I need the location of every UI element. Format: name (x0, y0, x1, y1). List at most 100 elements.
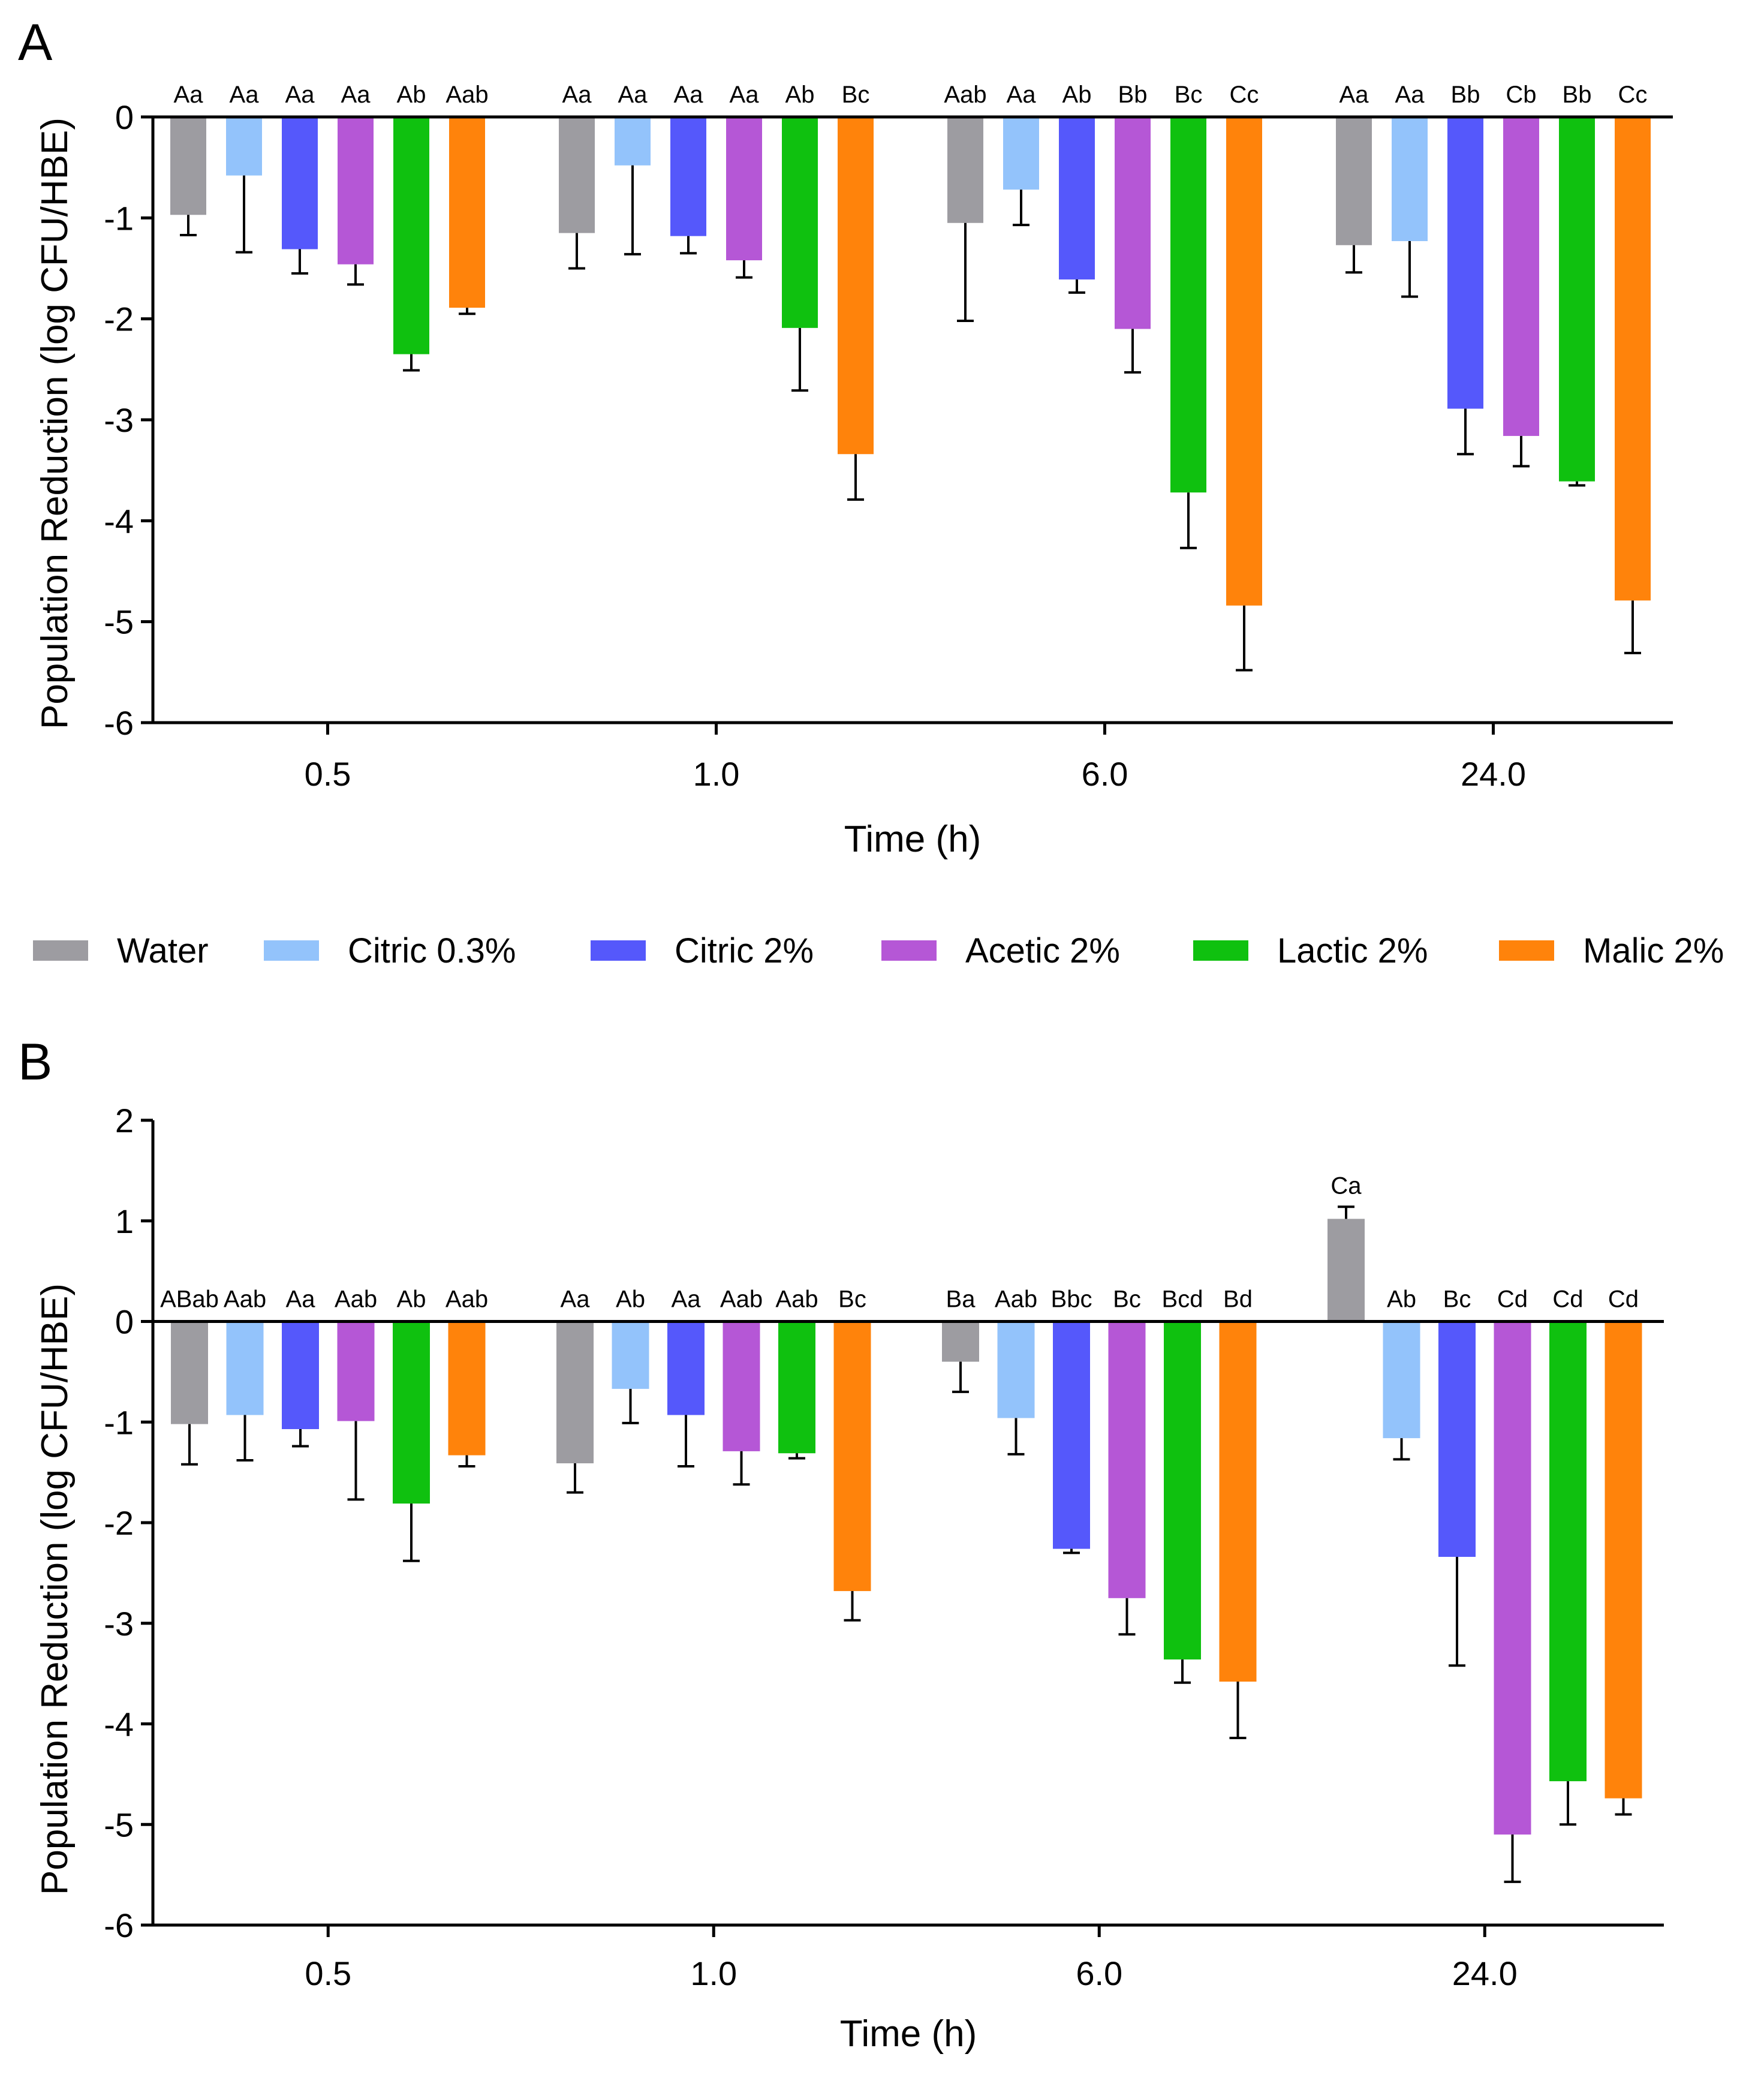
legend-label: Malic 2% (1583, 931, 1724, 970)
significance-label: Cd (1497, 1286, 1528, 1313)
bar (226, 1321, 264, 1415)
significance-label: Aa (174, 82, 204, 108)
bar (1219, 1321, 1257, 1682)
y-axis-title-b: Population Reduction (log CFU/HBE) (34, 1283, 76, 1895)
bar (942, 1321, 979, 1362)
significance-label: Bb (1118, 82, 1148, 108)
significance-label: Bb (1451, 82, 1480, 108)
bar (723, 1321, 760, 1451)
legend-swatch (264, 940, 319, 961)
bar (1164, 1321, 1201, 1660)
panel-letter-a: A (18, 14, 53, 71)
bar (1447, 117, 1483, 409)
significance-label: Aab (775, 1286, 818, 1313)
significance-label: Aab (445, 1286, 488, 1313)
bar (838, 117, 874, 455)
x-axis-title-b: Time (h) (840, 2013, 977, 2055)
y-axis-title-a: Population Reduction (log CFU/HBE) (34, 118, 76, 729)
bar (226, 117, 262, 176)
legend-swatch (881, 940, 937, 961)
bar (1503, 117, 1539, 436)
bar (559, 117, 595, 233)
bar (997, 1321, 1035, 1418)
x-tick-label: 6.0 (1082, 755, 1128, 793)
bar (1392, 117, 1428, 242)
significance-label: Aab (445, 82, 488, 108)
legend-swatch (1193, 940, 1248, 961)
bar (171, 1321, 208, 1424)
significance-label: Aab (995, 1286, 1037, 1313)
bar (615, 117, 651, 166)
significance-label: Cb (1506, 82, 1536, 108)
legend-label: Acetic 2% (965, 931, 1120, 970)
significance-label: Ab (397, 1286, 426, 1313)
significance-label: Cc (1618, 82, 1648, 108)
significance-label: Aa (562, 82, 592, 108)
significance-label: Aa (1007, 82, 1037, 108)
bar (726, 117, 762, 261)
x-tick-label: 0.5 (305, 755, 351, 793)
significance-label: Cd (1608, 1286, 1639, 1313)
y-tick-label: -4 (104, 502, 134, 540)
panel-letter-b: B (18, 1033, 52, 1091)
chart-panel-a: Aa Aa Aab Aa Aa Aa Aa Aa Aa Aa Ab Bb Aa Aa Bb Cb Ab Ab Bc B… (104, 82, 1673, 793)
x-tick-label: 24.0 (1452, 1954, 1518, 1992)
x-tick-label: 1.0 (693, 755, 740, 793)
bar (1059, 117, 1095, 280)
bar (1108, 1321, 1146, 1598)
legend-label: Citric 2% (675, 931, 814, 970)
y-tick-label: -5 (104, 603, 134, 641)
significance-label: Aa (730, 82, 760, 108)
significance-label: Aab (335, 1286, 377, 1313)
y-tick-label: -1 (104, 199, 134, 237)
bar (1053, 1321, 1090, 1549)
significance-label: Ba (946, 1286, 976, 1313)
significance-label: Aa (561, 1286, 591, 1313)
y-tick-label: -5 (104, 1806, 134, 1844)
y-tick-label: -6 (104, 704, 134, 742)
bar (1115, 117, 1151, 329)
legend-swatch (1499, 940, 1554, 961)
x-tick-label: 24.0 (1461, 755, 1526, 793)
significance-label: Aa (672, 1286, 702, 1313)
significance-label: Ab (1387, 1286, 1416, 1313)
x-axis-title-a: Time (h) (844, 819, 981, 860)
significance-label: Aa (230, 82, 260, 108)
bar (1327, 1219, 1365, 1322)
bar (393, 1321, 430, 1504)
y-tick-label: -3 (104, 1605, 134, 1643)
legend-swatch (591, 940, 646, 961)
bar (1170, 117, 1206, 493)
y-tick-label: -2 (104, 300, 134, 338)
significance-label: Cc (1230, 82, 1259, 108)
y-tick-label: 2 (115, 1102, 134, 1139)
y-tick-label: -4 (104, 1706, 134, 1743)
bar (282, 1321, 319, 1429)
bar (1615, 117, 1651, 601)
significance-label: Ab (1062, 82, 1092, 108)
bar (337, 1321, 375, 1421)
y-tick-label: -2 (104, 1504, 134, 1542)
bar (393, 117, 429, 354)
bar (1559, 117, 1595, 482)
legend-label: Citric 0.3% (348, 931, 516, 970)
significance-label: Ab (785, 82, 815, 108)
bar (1549, 1321, 1587, 1782)
significance-label: Ca (1330, 1172, 1362, 1199)
bar (338, 117, 374, 264)
bar (1494, 1321, 1531, 1835)
y-tick-label: 1 (115, 1202, 134, 1240)
significance-label: Aa (286, 1286, 316, 1313)
bar (1605, 1321, 1642, 1799)
chart-panel-b: ABab Aa Ba Ca Aab Ab Aab Ab Aa Aa Bbc Bc Aab Aab Bc Cd A… (104, 1102, 1664, 1992)
bar (833, 1321, 871, 1592)
significance-label: Aa (618, 82, 648, 108)
significance-label: Bc (1175, 82, 1203, 108)
bar (667, 1321, 705, 1415)
significance-label: Aab (944, 82, 986, 108)
x-tick-label: 0.5 (305, 1954, 351, 1992)
bar (670, 117, 706, 236)
x-tick-label: 6.0 (1076, 1954, 1122, 1992)
significance-label: Bbc (1051, 1286, 1092, 1313)
